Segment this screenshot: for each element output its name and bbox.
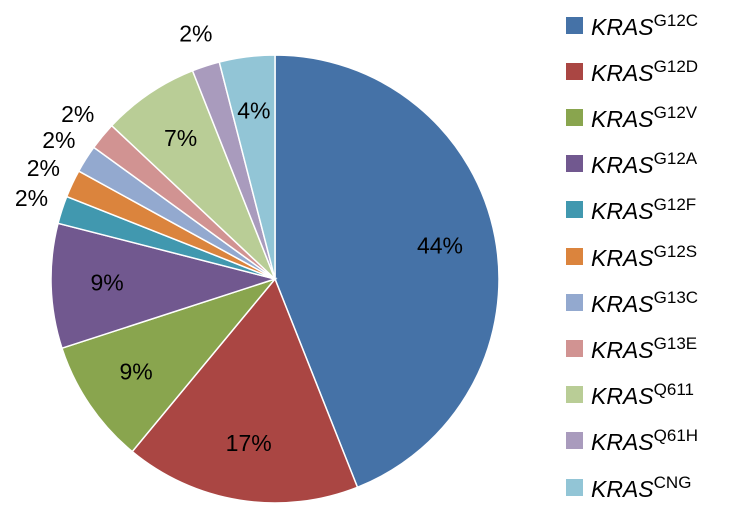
legend-variant: CNG bbox=[653, 472, 692, 492]
slice-label-g12c: 44% bbox=[417, 233, 463, 259]
pie-slice-g12a bbox=[50, 222, 278, 350]
legend-variant: G12D bbox=[653, 56, 699, 76]
legend-item-g12s: KRASG12S bbox=[566, 241, 697, 271]
legend-gene: KRAS bbox=[591, 59, 654, 86]
legend-variant: G13E bbox=[653, 333, 698, 353]
legend-swatch bbox=[566, 386, 583, 404]
legend-gene: KRAS bbox=[591, 336, 654, 363]
pie-slice-g12c bbox=[274, 54, 500, 489]
legend-swatch bbox=[566, 155, 583, 173]
slice-label-g12a: 9% bbox=[90, 269, 123, 295]
legend-item-g12v: KRASG12V bbox=[566, 102, 697, 132]
pie-slice-cng bbox=[218, 54, 276, 280]
legend-variant: G12F bbox=[653, 195, 697, 215]
legend-gene: KRAS bbox=[591, 198, 654, 225]
legend-item-g12c: KRASG12C bbox=[566, 10, 698, 40]
slice-label-g12s: 2% bbox=[27, 155, 60, 181]
legend-label: KRASG12F bbox=[591, 196, 696, 223]
slice-label-q611: 7% bbox=[164, 125, 197, 151]
legend-gene: KRAS bbox=[591, 383, 654, 410]
legend-variant: G12C bbox=[653, 10, 699, 30]
legend-item-cng: KRASCNG bbox=[566, 472, 691, 502]
legend-swatch bbox=[566, 16, 583, 34]
legend-variant: G12S bbox=[653, 241, 698, 261]
slice-label-q61h: 2% bbox=[179, 21, 212, 47]
legend-label: KRASG13E bbox=[591, 335, 697, 362]
legend-item-g12d: KRASG12D bbox=[566, 56, 698, 86]
legend-item-g13e: KRASG13E bbox=[566, 333, 697, 363]
legend-gene: KRAS bbox=[591, 105, 654, 132]
legend-swatch bbox=[566, 432, 583, 450]
legend-gene: KRAS bbox=[591, 429, 654, 456]
pie-slices bbox=[50, 54, 500, 504]
legend-swatch bbox=[566, 293, 583, 311]
legend-label: KRASQ611 bbox=[591, 381, 694, 408]
legend-swatch bbox=[566, 339, 583, 357]
legend-label: KRASG12C bbox=[591, 12, 698, 39]
legend-swatch bbox=[566, 108, 583, 126]
legend-variant: G12A bbox=[653, 149, 698, 169]
legend-gene: KRAS bbox=[591, 475, 654, 502]
legend-item-q61h: KRASQ61H bbox=[566, 426, 698, 456]
legend-gene: KRAS bbox=[591, 152, 654, 179]
legend-variant: Q61H bbox=[653, 426, 699, 446]
legend-label: KRASG12V bbox=[591, 104, 697, 131]
legend-item-g12a: KRASG12A bbox=[566, 149, 697, 179]
pie-labels: 44%17%9%9%2%2%2%2%7%2%4% bbox=[15, 21, 463, 456]
slice-label-g12d: 17% bbox=[226, 430, 272, 456]
legend-variant: Q611 bbox=[653, 380, 694, 400]
slice-label-g12f: 2% bbox=[15, 185, 48, 211]
legend-label: KRASG12A bbox=[591, 150, 697, 177]
legend-label: KRASG12D bbox=[591, 58, 698, 85]
legend-gene: KRAS bbox=[591, 244, 654, 271]
legend-label: KRASQ61H bbox=[591, 427, 698, 454]
slice-label-g13c: 2% bbox=[42, 127, 75, 153]
pie-slice-g12v bbox=[61, 277, 278, 453]
legend-swatch bbox=[566, 201, 583, 219]
legend-swatch bbox=[566, 247, 583, 265]
slice-label-g12v: 9% bbox=[119, 358, 152, 384]
legend-label: KRASG13C bbox=[591, 289, 698, 316]
legend-gene: KRAS bbox=[591, 290, 654, 317]
legend-variant: G12V bbox=[653, 102, 698, 122]
legend-swatch bbox=[566, 62, 583, 80]
slice-label-g13e: 2% bbox=[61, 101, 94, 127]
legend-item-g12f: KRASG12F bbox=[566, 195, 696, 225]
slice-label-cng: 4% bbox=[237, 97, 270, 123]
legend-label: KRASG12S bbox=[591, 243, 697, 270]
legend-label: KRASCNG bbox=[591, 474, 691, 501]
legend-item-q611: KRASQ611 bbox=[566, 380, 694, 410]
legend-item-g13c: KRASG13C bbox=[566, 287, 698, 317]
legend-gene: KRAS bbox=[591, 13, 654, 40]
legend-variant: G13C bbox=[653, 287, 699, 307]
pie-slice-g12d bbox=[131, 277, 359, 504]
legend-swatch bbox=[566, 478, 583, 496]
